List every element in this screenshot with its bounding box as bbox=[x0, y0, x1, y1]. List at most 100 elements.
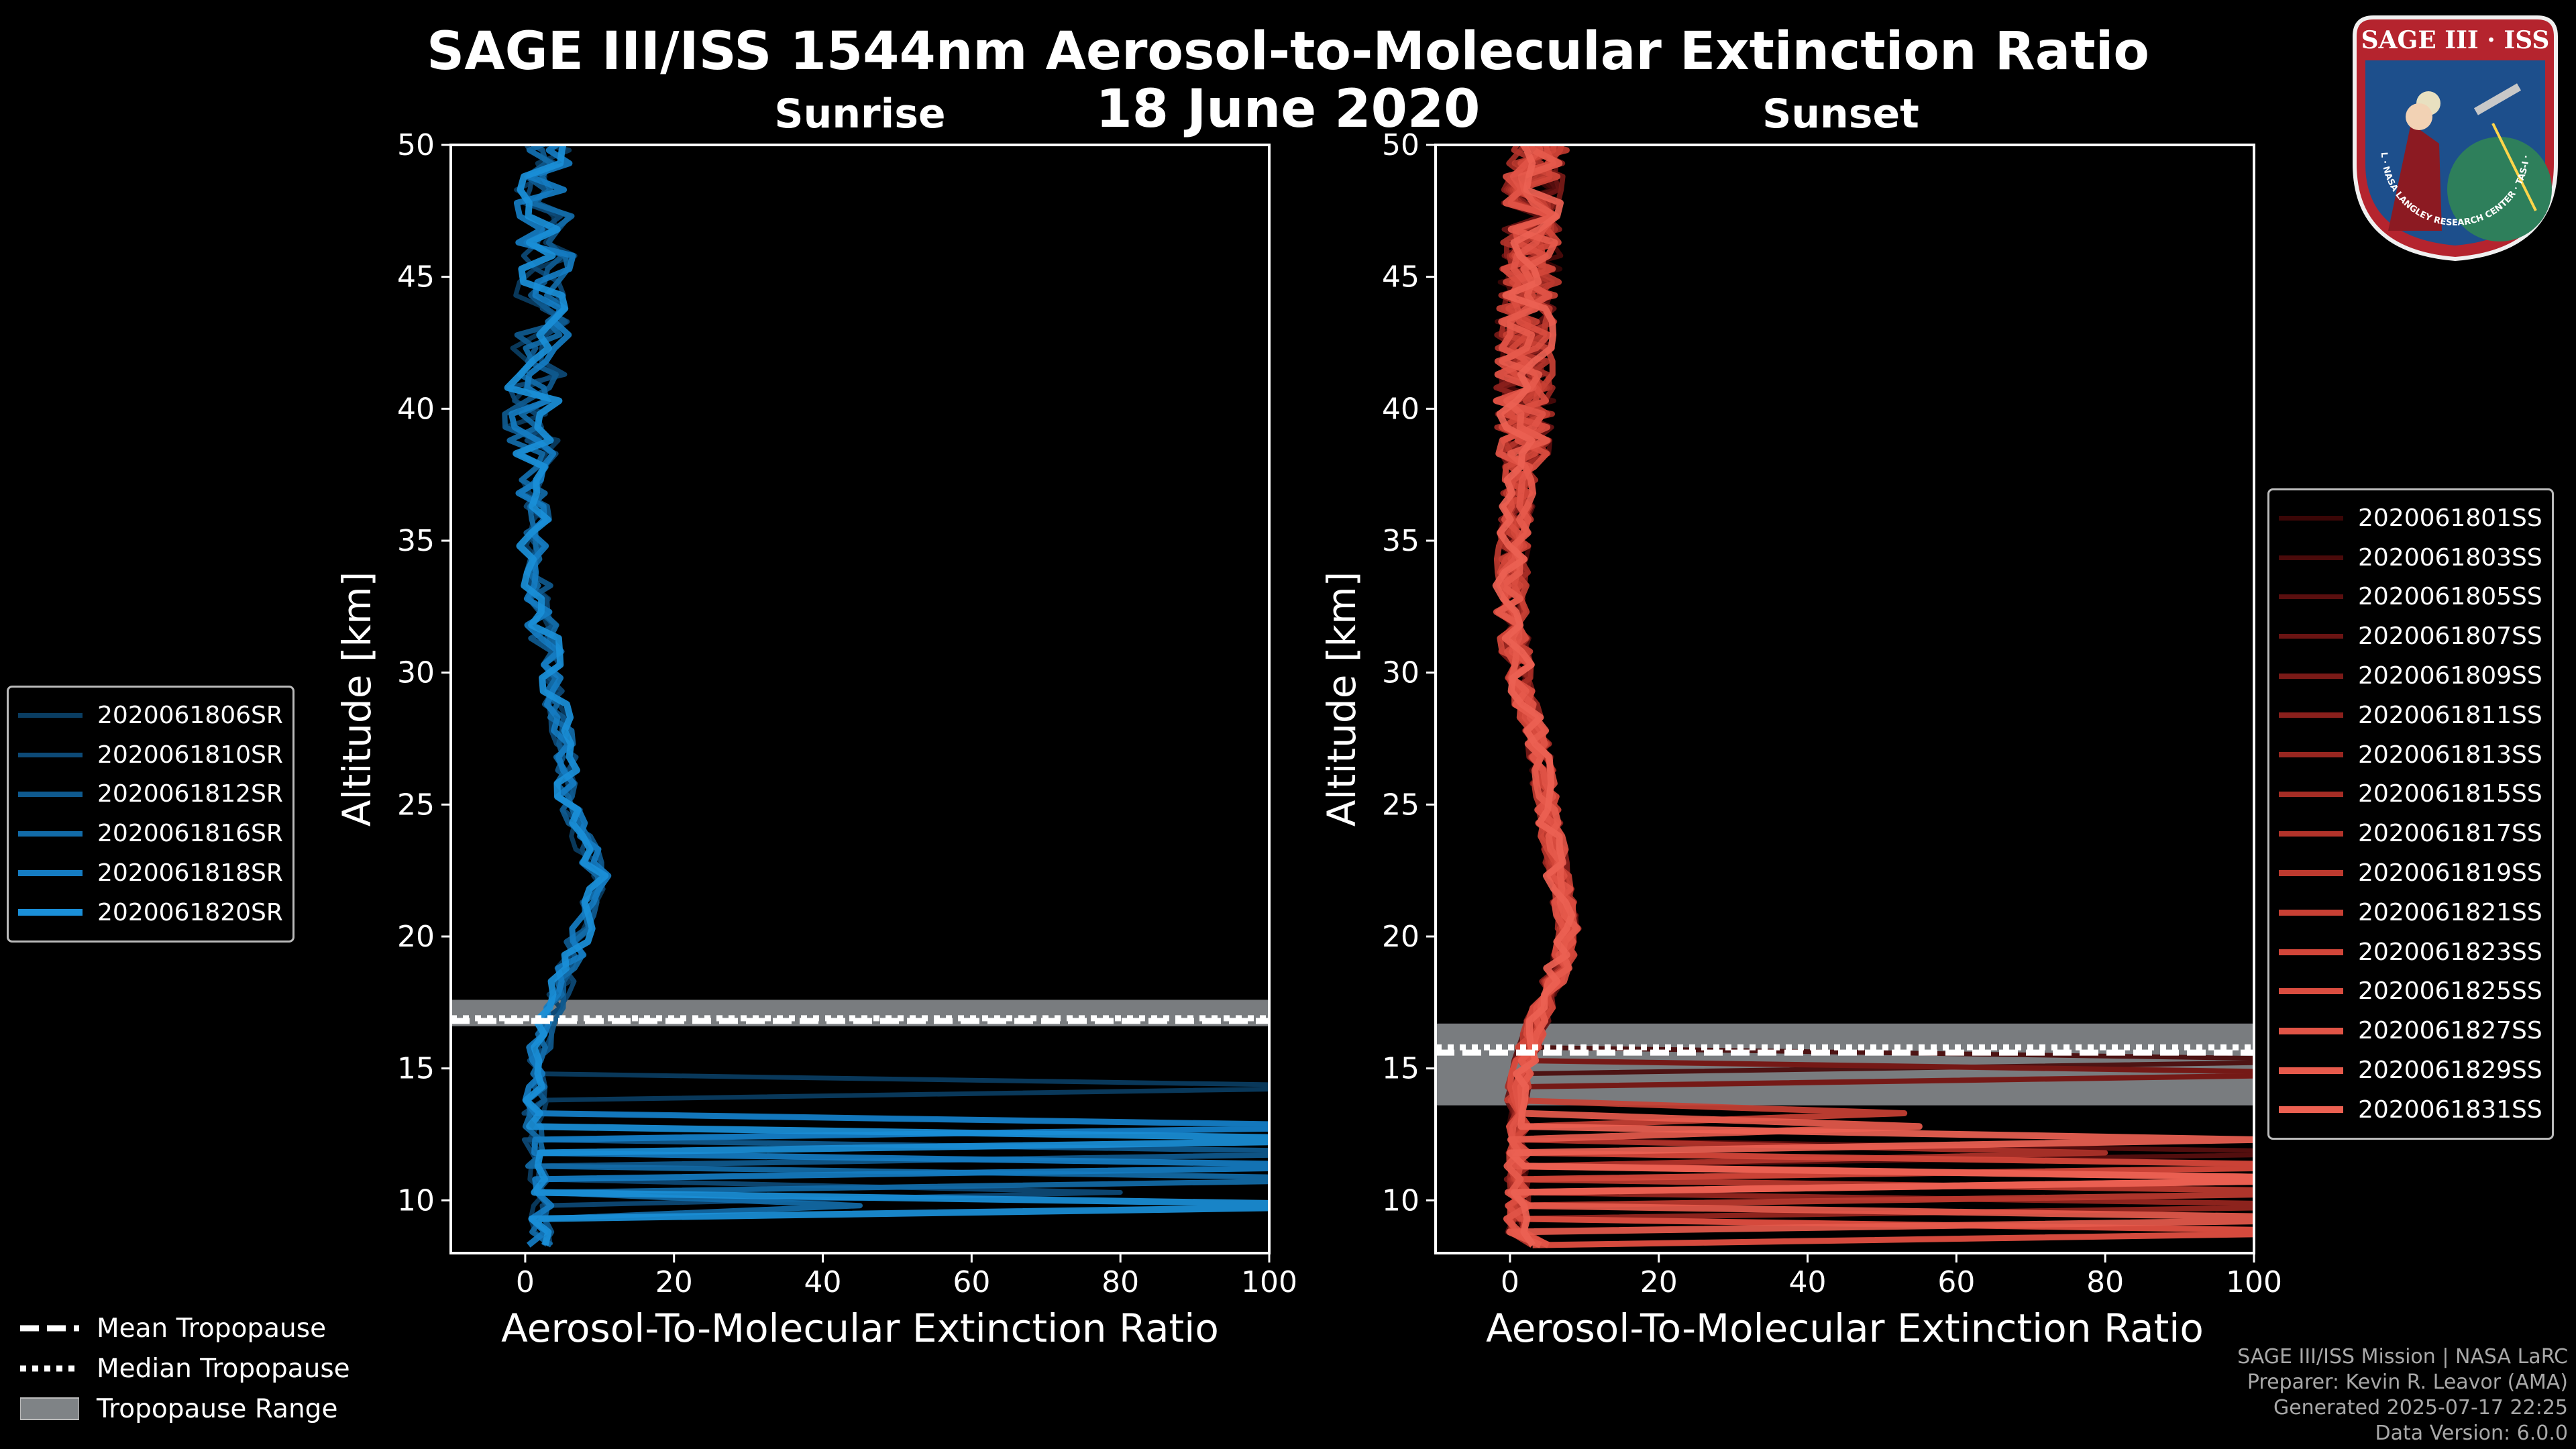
plot-frame bbox=[1434, 144, 2255, 1254]
legend-item: 2020061831SS bbox=[2279, 1090, 2542, 1130]
legend-label: 2020061820SR bbox=[97, 898, 283, 926]
legend-item: 2020061827SS bbox=[2279, 1011, 2542, 1051]
legend-item: 2020061806SR bbox=[18, 696, 283, 735]
y-tick-label: 15 bbox=[1382, 1052, 1419, 1086]
series-line-2020061829SS bbox=[1495, 145, 2254, 1248]
x-tick-label: 40 bbox=[1789, 1265, 1827, 1299]
legend-item: 2020061817SS bbox=[2279, 814, 2542, 853]
legend-item: 2020061815SS bbox=[2279, 775, 2542, 814]
legend-label: 2020061807SS bbox=[2358, 623, 2542, 651]
legend-swatch bbox=[2279, 555, 2343, 560]
legend-label: 2020061827SS bbox=[2358, 1017, 2542, 1045]
legend-mean-tropopause: Mean Tropopause bbox=[20, 1308, 350, 1348]
legend-median-tropopause: Median Tropopause bbox=[20, 1348, 350, 1389]
legend-item: 2020061825SS bbox=[2279, 972, 2542, 1012]
panel-title: Sunrise bbox=[774, 91, 945, 138]
legend-swatch bbox=[2279, 712, 2343, 718]
logo-figure-icon bbox=[2388, 123, 2442, 231]
y-tick-label: 40 bbox=[1382, 392, 1419, 426]
legend-item: 2020061803SS bbox=[2279, 538, 2542, 578]
series-line-2020061825SS bbox=[1493, 145, 2254, 1248]
y-tick-label: 25 bbox=[1382, 788, 1419, 822]
legend-label: 2020061811SS bbox=[2358, 701, 2542, 729]
plot-frame bbox=[449, 144, 1271, 1254]
y-tick-label: 50 bbox=[397, 128, 435, 162]
legend-item: 2020061821SS bbox=[2279, 893, 2542, 932]
legend-swatch bbox=[2279, 988, 2343, 995]
y-tick-label: 25 bbox=[397, 788, 435, 822]
median-tropopause-label: Median Tropopause bbox=[97, 1353, 350, 1384]
legend-label: 2020061801SS bbox=[2358, 504, 2542, 532]
legend-item: 2020061829SS bbox=[2279, 1051, 2542, 1090]
legend-label: 2020061812SR bbox=[97, 780, 283, 808]
legend-label: 2020061819SS bbox=[2358, 859, 2542, 888]
legend-swatch bbox=[2279, 830, 2343, 837]
sage-mission-logo: SAGE III · ISS BALL · NASA LANGLEY RESEA… bbox=[2341, 9, 2558, 262]
logo-beam-icon bbox=[2491, 123, 2537, 211]
legend-item: 2020061801SS bbox=[2279, 498, 2542, 538]
legend-item: 2020061811SS bbox=[2279, 696, 2542, 735]
logo-figure-head-icon bbox=[2406, 103, 2432, 130]
legend-swatch bbox=[2279, 949, 2343, 955]
legend-item: 2020061805SS bbox=[2279, 578, 2542, 617]
footer-version: Data Version: 6.0.0 bbox=[2375, 1421, 2568, 1445]
legend-item: 2020061810SR bbox=[18, 735, 283, 775]
legend-swatch bbox=[2279, 634, 2343, 639]
legend-swatch bbox=[2279, 1027, 2343, 1034]
mean-tropopause-label: Mean Tropopause bbox=[97, 1313, 327, 1344]
y-tick-label: 40 bbox=[397, 392, 435, 426]
x-tick-label: 100 bbox=[2226, 1265, 2282, 1299]
logo-earth-icon bbox=[2447, 137, 2552, 241]
legend-swatch bbox=[2279, 909, 2343, 916]
y-tick-label: 20 bbox=[397, 920, 435, 954]
dotted-line-swatch bbox=[20, 1365, 79, 1372]
sunrise-panel: 0 20 40 60 80 100 10 15 20 25 30 35 40 45 50 Sunrise Aer… bbox=[334, 91, 1297, 1351]
profile-lines bbox=[502, 145, 1269, 1248]
legend-swatch bbox=[18, 712, 83, 718]
legend-swatch bbox=[2279, 515, 2343, 521]
y-tick-label: 30 bbox=[397, 656, 435, 690]
profile-lines bbox=[1492, 145, 2254, 1248]
y-tick-label: 10 bbox=[1382, 1183, 1419, 1218]
page-title: SAGE III/ISS 1544nm Aerosol-to-Molecular… bbox=[427, 21, 2149, 82]
legend-label: 2020061818SR bbox=[97, 859, 283, 888]
y-axis-label: Altitude [km] bbox=[1319, 572, 1364, 826]
y-tick-label: 45 bbox=[1382, 260, 1419, 294]
legend-label: 2020061803SS bbox=[2358, 543, 2542, 572]
legend-label: 2020061815SS bbox=[2358, 780, 2542, 808]
legend-label: 2020061831SS bbox=[2358, 1095, 2542, 1124]
legend-label: 2020061813SS bbox=[2358, 741, 2542, 769]
legend-swatch bbox=[2279, 594, 2343, 600]
legend-label: 2020061823SS bbox=[2358, 938, 2542, 966]
x-tick-label: 60 bbox=[1937, 1265, 1975, 1299]
legend-swatch bbox=[18, 752, 83, 757]
legend-item: 2020061812SR bbox=[18, 775, 283, 814]
series-line-2020061820SR bbox=[504, 145, 1269, 1246]
x-axis-label: Aerosol-To-Molecular Extinction Ratio bbox=[501, 1305, 1219, 1351]
legend-item: 2020061807SS bbox=[2279, 616, 2542, 656]
legend-label: 2020061806SR bbox=[97, 701, 283, 729]
x-tick-label: 80 bbox=[2086, 1265, 2124, 1299]
x-tick-label: 0 bbox=[516, 1265, 535, 1299]
legend-item: 2020061809SS bbox=[2279, 656, 2542, 696]
y-axis-label: Altitude [km] bbox=[334, 572, 380, 826]
x-tick-label: 20 bbox=[655, 1265, 693, 1299]
legend-label: 2020061817SS bbox=[2358, 820, 2542, 848]
y-tick-label: 35 bbox=[397, 524, 435, 558]
x-tick-label: 40 bbox=[804, 1265, 842, 1299]
legend-label: 2020061809SS bbox=[2358, 662, 2542, 690]
legend-item: 2020061823SS bbox=[2279, 932, 2542, 972]
y-tick-label: 20 bbox=[1382, 920, 1419, 954]
footer-mission: SAGE III/ISS Mission | NASA LaRC bbox=[2237, 1345, 2568, 1368]
x-axis-label: Aerosol-To-Molecular Extinction Ratio bbox=[1486, 1305, 2204, 1351]
footer-preparer: Preparer: Kevin R. Leavor (AMA) bbox=[2247, 1371, 2568, 1394]
sunrise-legend: 2020061806SR 2020061810SR 2020061812SR 2020… bbox=[7, 686, 294, 943]
legend-swatch bbox=[2279, 791, 2343, 797]
legend-swatch bbox=[2279, 752, 2343, 758]
legend-swatch bbox=[2279, 673, 2343, 679]
legend-item: 2020061819SS bbox=[2279, 853, 2542, 893]
x-tick-label: 60 bbox=[953, 1265, 990, 1299]
legend-swatch bbox=[2279, 1106, 2343, 1114]
series-line-2020061831SS bbox=[1492, 145, 2254, 1248]
